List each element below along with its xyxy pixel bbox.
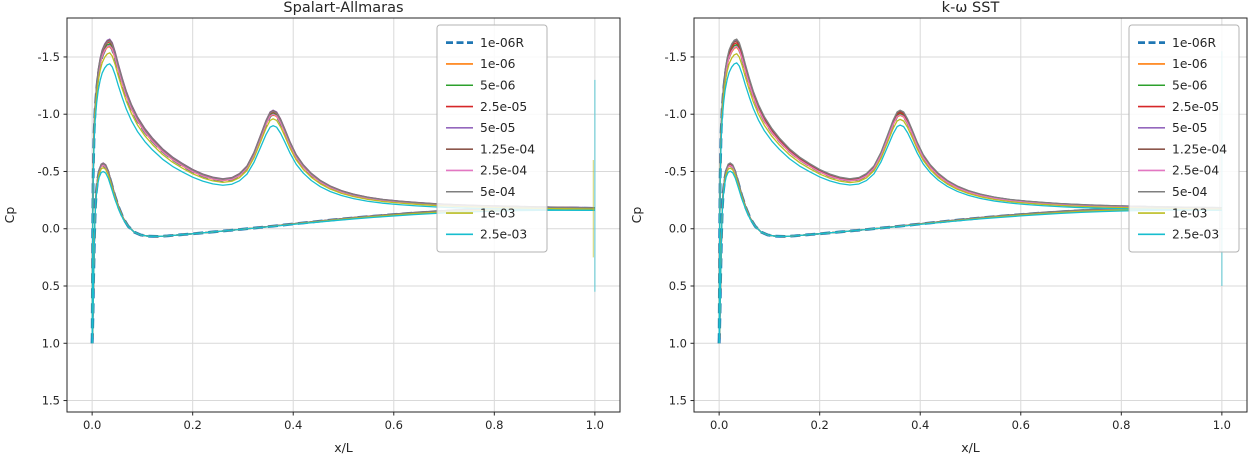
x-tick-label: 0.8 (485, 418, 503, 432)
y-tick-label: -1.0 (665, 107, 687, 121)
plot-title: k-ω SST (942, 0, 1000, 16)
series-line-1e-03 (718, 53, 1222, 344)
chart-k-omega-sst: 0.0 0.2 0.4 0.6 0.8 1.0 -1.5 -1.0 -0.5 0.0 0.5 1.0 1… (627, 0, 1255, 473)
x-axis-label: x/L (961, 440, 980, 455)
legend-label-1e-06: 1e-06 (1172, 57, 1208, 71)
plot-border (66, 17, 621, 413)
x-tick-label: 0.4 (284, 418, 302, 432)
x-tick-label: 0.0 (710, 418, 728, 432)
legend-label-5e-06: 5e-06 (480, 78, 516, 92)
plot-svg: 0.0 0.2 0.4 0.6 0.8 1.0 -1.5 -1.0 -0.5 0.0 0.5 1.0 1… (2, 0, 621, 455)
x-tick-label: 1.0 (1213, 418, 1231, 432)
plot-svg: 0.0 0.2 0.4 0.6 0.8 1.0 -1.5 -1.0 -0.5 0.0 0.5 1.0 1… (629, 0, 1248, 455)
y-axis-label: Cp (629, 207, 644, 224)
series-line-2.5e-03 (718, 62, 1222, 344)
x-tick-label: 0.0 (83, 418, 101, 432)
series-line-2.5e-03 (91, 170, 595, 344)
series-line-5e-04 (718, 38, 1222, 344)
legend-label-5e-06: 5e-06 (1172, 78, 1208, 92)
y-tick-label: -1.5 (665, 50, 687, 64)
y-axis-label: Cp (2, 207, 17, 224)
x-axis-label: x/L (334, 440, 353, 455)
legend-label-5e-04: 5e-04 (1172, 185, 1208, 199)
legend-label-1.25e-04: 1.25e-04 (480, 142, 535, 156)
legend-label-5e-04: 5e-04 (480, 185, 516, 199)
legend-box (436, 24, 548, 253)
legend-label-1.25e-04: 1.25e-04 (1172, 142, 1227, 156)
legend-label-2.5e-03: 2.5e-03 (480, 228, 527, 242)
series-line-1e-03 (91, 52, 595, 344)
y-tick-label: 0.0 (669, 222, 687, 236)
x-tick-label: 0.6 (1012, 418, 1030, 432)
legend-label-1e-06R: 1e-06R (480, 36, 524, 50)
legend-label-2.5e-05: 2.5e-05 (1172, 100, 1219, 114)
y-tick-label: 1.5 (669, 394, 687, 408)
legend-label-2.5e-04: 2.5e-04 (1172, 164, 1219, 178)
plot-border (693, 17, 1248, 413)
series-line-5e-04 (91, 40, 595, 344)
series-line-2.5e-03 (718, 170, 1222, 344)
legend-label-1e-06R: 1e-06R (1172, 36, 1216, 50)
y-tick-label: 1.5 (42, 394, 60, 408)
x-tick-label: 0.4 (911, 418, 929, 432)
legend-label-2.5e-04: 2.5e-04 (480, 164, 527, 178)
series-group (717, 38, 1223, 344)
y-tick-label: -1.0 (38, 107, 60, 121)
y-tick-label: 0.5 (669, 279, 687, 293)
legend-label-1e-03: 1e-03 (1172, 206, 1207, 220)
legend-label-1e-06: 1e-06 (480, 57, 516, 71)
legend-label-5e-05: 5e-05 (1172, 121, 1207, 135)
legend-box (1128, 24, 1240, 253)
x-tick-label: 0.2 (811, 418, 829, 432)
x-tick-label: 1.0 (586, 418, 604, 432)
series-line-2.5e-04 (91, 44, 595, 344)
series-line-2.5e-04 (718, 45, 1222, 344)
chart-spalart-allmaras: 0.0 0.2 0.4 0.6 0.8 1.0 -1.5 -1.0 -0.5 0.0 0.5 1.0 1… (0, 0, 627, 473)
series-line-2.5e-03 (91, 63, 595, 344)
x-tick-label: 0.6 (385, 418, 403, 432)
y-tick-label: 0.0 (42, 222, 60, 236)
y-tick-label: 0.5 (42, 279, 60, 293)
plot-title: Spalart-Allmaras (283, 0, 403, 16)
x-tick-label: 0.2 (184, 418, 202, 432)
legend-label-2.5e-03: 2.5e-03 (1172, 228, 1219, 242)
x-tick-label: 0.8 (1112, 418, 1130, 432)
legend-label-1e-03: 1e-03 (480, 206, 515, 220)
legend-label-2.5e-05: 2.5e-05 (480, 100, 527, 114)
y-tick-label: -0.5 (38, 164, 60, 178)
y-tick-label: -1.5 (38, 50, 60, 64)
legend-label-5e-05: 5e-05 (480, 121, 515, 135)
y-tick-label: -0.5 (665, 164, 687, 178)
y-tick-label: 1.0 (42, 336, 60, 350)
y-tick-label: 1.0 (669, 336, 687, 350)
series-group (90, 38, 596, 344)
